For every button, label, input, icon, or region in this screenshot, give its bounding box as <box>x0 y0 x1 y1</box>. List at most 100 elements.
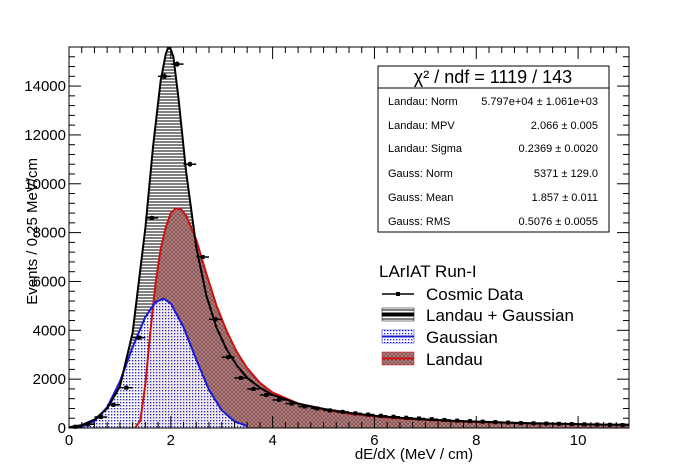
marker <box>417 416 421 421</box>
y-tick-label: 6000 <box>33 273 66 290</box>
marker <box>467 419 472 424</box>
stat-value: 1.857 ± 0.011 <box>532 192 598 204</box>
marker <box>557 421 561 426</box>
marker <box>595 422 600 427</box>
data-point <box>387 414 400 419</box>
data-point <box>476 419 489 424</box>
y-tick-label: 14000 <box>24 78 66 95</box>
y-axis-label: Events / 0.25 MeV/cm <box>24 158 41 305</box>
data-point <box>501 420 515 425</box>
stat-label: Landau: MPV <box>388 120 455 132</box>
marker <box>455 418 460 423</box>
data-point <box>285 401 299 406</box>
marker <box>302 404 307 409</box>
chi2-text: χ² / ndf = 1119 / 143 <box>414 67 572 87</box>
legend-label: Cosmic Data <box>426 285 524 304</box>
data-point <box>259 393 273 398</box>
marker <box>582 422 587 427</box>
data-point <box>272 397 286 402</box>
stat-value: 0.5076 ± 0.0055 <box>519 216 598 228</box>
data-point <box>425 417 439 422</box>
data-point <box>81 422 95 427</box>
data-point <box>119 385 133 390</box>
x-tick-label: 6 <box>370 432 378 449</box>
data-point <box>539 421 553 426</box>
data-point <box>94 415 108 420</box>
data-point <box>374 413 388 418</box>
x-tick-label: 4 <box>268 432 276 449</box>
data-point <box>438 417 451 422</box>
marker <box>607 422 612 427</box>
marker <box>264 393 269 398</box>
data-point <box>412 416 426 421</box>
data-point <box>527 421 540 426</box>
data-point <box>221 355 235 360</box>
legend-title: LArIAT Run-I <box>379 262 477 281</box>
stat-value: 2.066 ± 0.005 <box>531 120 598 132</box>
marker <box>327 408 332 413</box>
stat-value: 5.797e+04 ± 1.061e+03 <box>481 96 598 108</box>
data-point <box>247 386 260 391</box>
marker <box>111 402 116 407</box>
marker <box>404 415 409 420</box>
marker <box>506 420 511 425</box>
y-tick-label: 12000 <box>24 127 66 144</box>
data-point <box>450 418 464 423</box>
data-point <box>170 61 184 68</box>
data-point <box>209 317 222 322</box>
legend-label: Landau + Gaussian <box>426 306 574 325</box>
data-point <box>399 415 413 420</box>
stat-value: 5371 ± 129.0 <box>534 168 598 180</box>
marker <box>213 317 218 322</box>
stat-label: Landau: Sigma <box>388 143 463 155</box>
data-point <box>234 375 248 380</box>
data-point <box>565 422 579 427</box>
marker <box>162 74 167 79</box>
marker <box>518 421 523 426</box>
data-point <box>552 421 566 426</box>
legend: LArIAT Run-I Cosmic Data Landau + Gaussi… <box>379 262 574 369</box>
marker <box>569 422 574 427</box>
y-tick-label: 4000 <box>33 322 66 339</box>
data-point <box>323 408 337 413</box>
x-axis-label: dE/dX (MeV / cm) <box>355 446 473 463</box>
data-point <box>361 412 375 417</box>
marker <box>429 417 434 422</box>
marker <box>149 215 154 220</box>
y-tick-label: 8000 <box>33 225 66 242</box>
marker <box>289 401 294 406</box>
y-tick-label: 0 <box>58 420 66 437</box>
marker <box>315 406 320 411</box>
marker <box>366 412 371 417</box>
data-point <box>298 404 311 409</box>
data-point <box>132 335 146 340</box>
legend-label: Landau <box>426 350 483 369</box>
data-point <box>349 411 362 416</box>
data-point <box>590 422 604 427</box>
y-tick-label: 2000 <box>33 371 66 388</box>
marker <box>620 423 625 428</box>
data-point <box>616 423 629 428</box>
marker <box>353 411 358 416</box>
marker <box>238 375 243 380</box>
legend-label: Gaussian <box>426 328 498 347</box>
data-point <box>514 421 528 426</box>
data-point <box>463 419 477 424</box>
marker <box>480 419 485 424</box>
marker <box>86 422 91 427</box>
marker <box>277 397 281 402</box>
y-tick-label: 10000 <box>24 176 66 193</box>
x-tick-label: 10 <box>570 432 587 449</box>
marker <box>251 386 256 391</box>
stats-box: χ² / ndf = 1119 / 143 Landau: Norm 5.797… <box>377 65 610 233</box>
marker <box>391 414 396 419</box>
marker <box>544 421 549 426</box>
data-point <box>158 73 171 80</box>
stat-label: Gauss: RMS <box>388 216 450 228</box>
data-point <box>145 215 159 221</box>
marker <box>124 385 129 390</box>
data-point <box>489 420 502 425</box>
marker <box>493 420 498 425</box>
marker <box>137 335 141 340</box>
stat-label: Gauss: Norm <box>388 168 453 180</box>
